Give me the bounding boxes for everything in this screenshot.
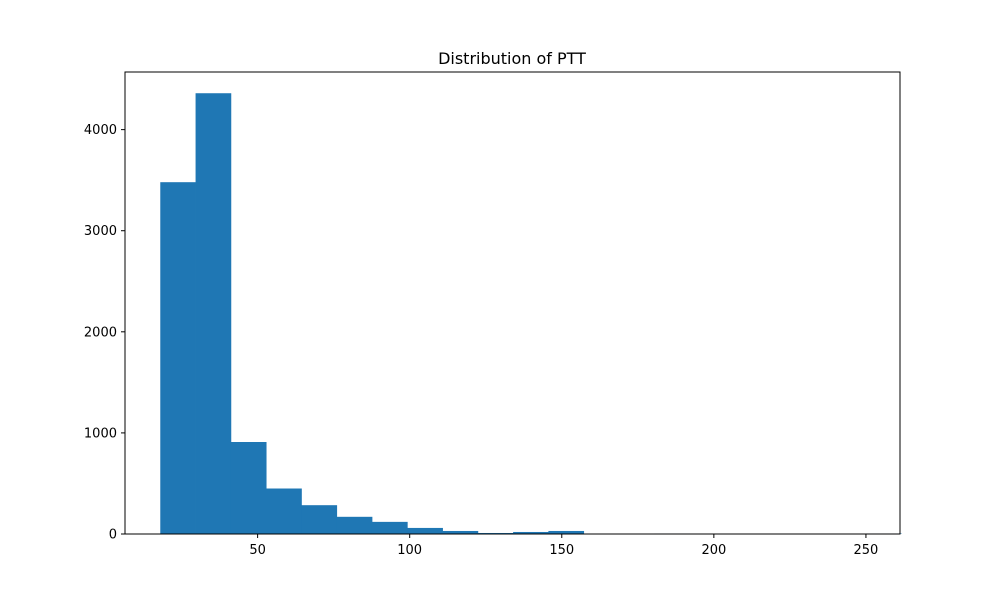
histogram-bar	[230, 442, 267, 534]
x-tick-label: 100	[397, 543, 422, 558]
y-tick-label: 1000	[84, 426, 117, 441]
histogram-bar	[266, 488, 302, 534]
histogram-bar	[407, 527, 443, 534]
y-tick-label: 2000	[84, 325, 117, 340]
histogram-bar	[477, 532, 514, 534]
x-axis: 50 100 150 200 250	[249, 534, 878, 558]
bars-group	[160, 93, 902, 534]
x-tick-label: 50	[249, 543, 266, 558]
plot-frame	[124, 71, 901, 535]
histogram-bar	[513, 531, 549, 534]
histogram-bar	[301, 505, 338, 534]
y-tick-label: 0	[109, 528, 117, 543]
histogram-bar	[160, 182, 196, 534]
histogram-bar	[442, 530, 479, 534]
x-tick-label: 150	[549, 543, 574, 558]
y-axis: 0 1000 2000 3000 4000	[84, 123, 125, 543]
histogram-bar	[195, 93, 232, 534]
x-tick-label: 250	[854, 543, 879, 558]
chart-title: Distribution of PTT	[438, 49, 586, 68]
x-tick-label: 200	[701, 543, 726, 558]
y-tick-label: 3000	[84, 224, 117, 239]
y-tick-label: 4000	[84, 123, 117, 138]
histogram-bar	[548, 530, 585, 534]
histogram-bar	[371, 521, 408, 534]
histogram-bar	[336, 516, 373, 534]
